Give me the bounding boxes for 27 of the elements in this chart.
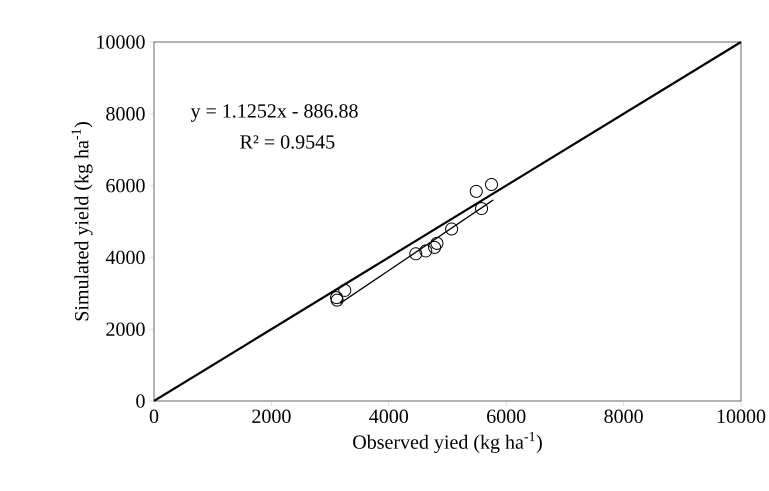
point [330,291,344,304]
y-tick-label: 10000 [97,35,145,49]
point [419,244,432,258]
annotation: R² = 0.9545 [240,135,334,149]
point [445,222,458,236]
annotation: y = 1.1252x - 886.88 [190,104,358,122]
y-tick-label: 6000 [106,178,145,192]
x-tick-label: 6000 [487,410,526,424]
point [330,294,344,307]
y-tick-label: 2000 [106,322,145,336]
y-axis-title: Simulated yield (kg ha$^{-1}$) [72,122,93,320]
y-tick-label: 8000 [106,107,145,121]
x-axis-title: Observed yied (kg ha$^{-1}$) [353,432,542,453]
x-tick-label: 2000 [252,410,291,424]
point [475,202,488,216]
x-tick-label: 0 [150,410,158,424]
point [409,247,422,260]
y-tick-label: 0 [136,394,145,408]
x-tick-label: 4000 [369,410,408,424]
x-tick-label: 8000 [604,410,643,424]
point [428,240,442,254]
point [485,178,498,192]
point [338,284,352,297]
x-tick-label: 10000 [718,410,766,424]
point [470,184,483,198]
y-tick-label: 4000 [106,250,145,264]
point [430,236,444,250]
